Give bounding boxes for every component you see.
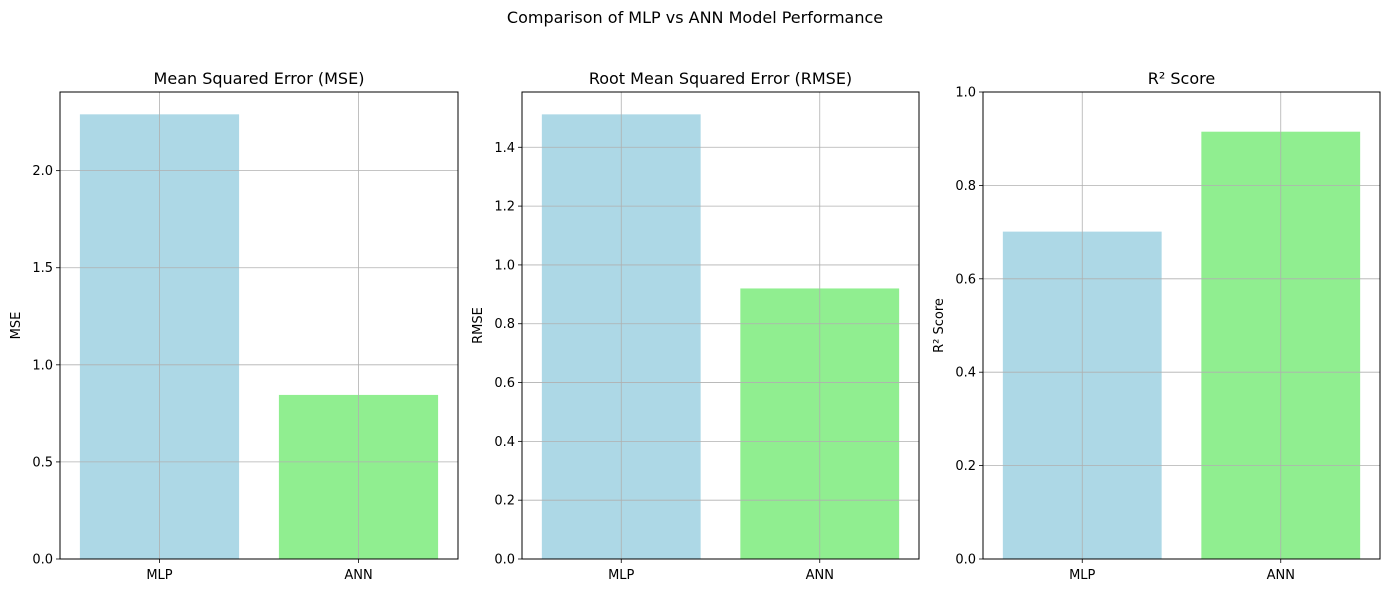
- y-tick-label: 1.0: [32, 358, 53, 373]
- y-tick-label: 0.0: [955, 553, 976, 568]
- y-tick-label: 0.0: [32, 553, 53, 568]
- chart-panel-3: 0.0 0.2 0.4 0.6 0.8 1.0 MLP ANN R² Score R² Score: [932, 69, 1381, 583]
- chart-panel-2: 0.0 0.2 0.4 0.6 0.8 1.0 1.2 1.4 MLP ANN Root Mean …: [471, 69, 920, 583]
- y-tick-label: 2.0: [32, 164, 53, 179]
- y-tick-label: 0.0: [494, 553, 515, 568]
- y-tick-label: 0.2: [494, 494, 515, 509]
- y-tick-label: 1.2: [494, 200, 515, 215]
- panels: 0.0 0.5 1.0 1.5 2.0 MLP ANN Mean Squared Error …: [9, 69, 1381, 583]
- y-tick-label: 0.2: [955, 459, 976, 474]
- y-tick-label: 0.8: [494, 317, 515, 332]
- y-tick-label: 0.4: [955, 366, 976, 381]
- y-axis-label: MSE: [9, 312, 24, 340]
- y-tick-label: 1.4: [494, 141, 515, 156]
- x-tick-label: MLP: [1069, 568, 1095, 583]
- y-tick-label: 1.5: [32, 261, 53, 276]
- y-axis-label: RMSE: [471, 307, 486, 344]
- x-tick-label: ANN: [344, 568, 372, 583]
- y-tick-label: 1.0: [494, 258, 515, 273]
- plot-frame: [521, 91, 920, 560]
- y-tick-label: 0.4: [494, 435, 515, 450]
- figure-title: Comparison of MLP vs ANN Model Performan…: [507, 8, 883, 27]
- y-tick-label: 0.5: [32, 455, 53, 470]
- plot-frame: [59, 91, 459, 560]
- x-tick-label: ANN: [806, 568, 834, 583]
- y-axis-label: R² Score: [932, 298, 947, 353]
- y-tick-label: 0.8: [955, 179, 976, 194]
- plot-frame: [982, 91, 1381, 560]
- chart-title: Mean Squared Error (MSE): [154, 69, 365, 88]
- x-tick-label: ANN: [1267, 568, 1295, 583]
- y-tick-label: 1.0: [955, 86, 976, 101]
- chart-panel-1: 0.0 0.5 1.0 1.5 2.0 MLP ANN Mean Squared Error …: [9, 69, 459, 583]
- x-tick-label: MLP: [146, 568, 172, 583]
- y-tick-label: 0.6: [494, 376, 515, 391]
- chart-title: Root Mean Squared Error (RMSE): [589, 69, 852, 88]
- chart-title: R² Score: [1148, 69, 1215, 88]
- y-tick-label: 0.6: [955, 272, 976, 287]
- x-tick-label: MLP: [608, 568, 634, 583]
